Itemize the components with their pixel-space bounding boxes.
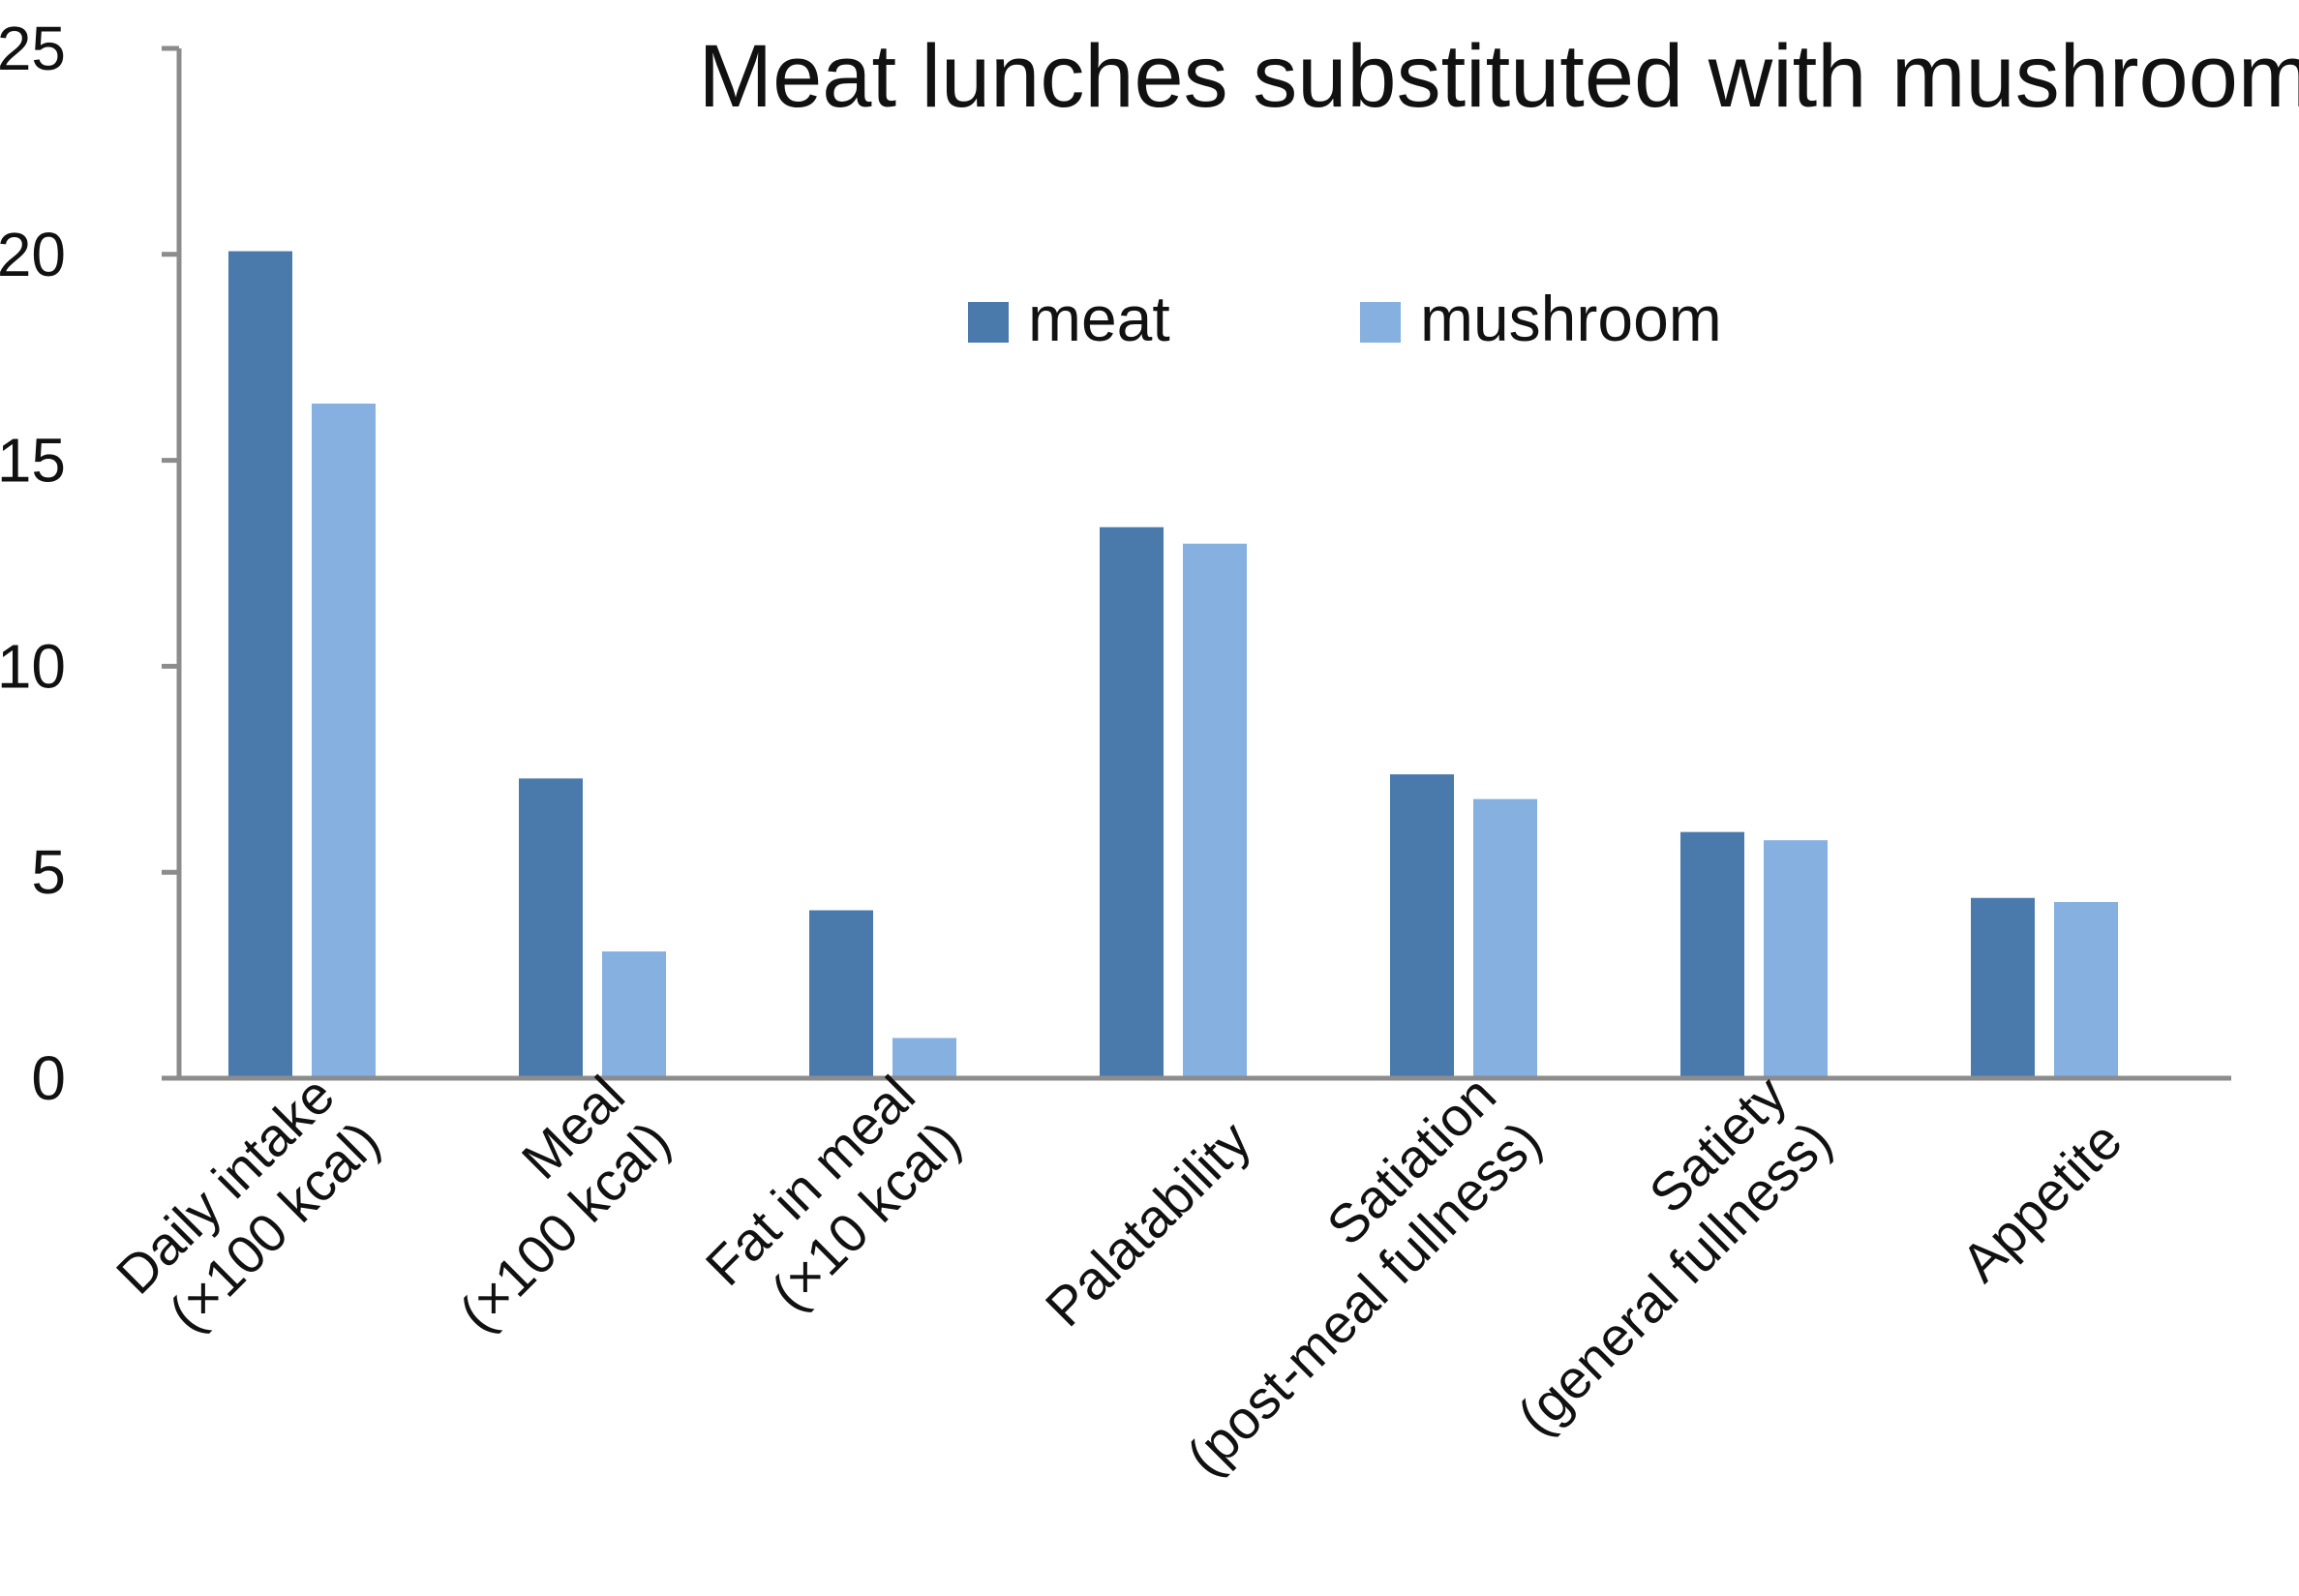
y-tick-label: 15 [0, 426, 66, 496]
bar-mushroom [1471, 797, 1539, 1079]
x-axis: Daily intake(×100 kcal) Meal(×100 kcal) Fa… [105, 1065, 2231, 1488]
bar-meat [1969, 895, 2037, 1080]
bar-meat [1098, 525, 1165, 1079]
x-tick-label: Daily intake(×100 kcal) [105, 1065, 391, 1351]
legend-label-meat: meat [1028, 283, 1170, 354]
x-tick-label-line: Appetite [1950, 1109, 2133, 1293]
x-tick-label: Palatability [1034, 1109, 1262, 1338]
y-tick-label: 0 [31, 1043, 66, 1113]
bar-meat [227, 249, 294, 1079]
y-tick-label: 20 [0, 220, 66, 289]
bar-mushroom [1181, 541, 1249, 1079]
bar-meat [517, 776, 585, 1079]
legend: meat mushroom [968, 283, 1722, 354]
y-tick-label: 25 [0, 14, 66, 83]
y-tick-label: 10 [0, 631, 66, 701]
y-tick-label: 5 [31, 837, 66, 907]
legend-swatch-meat [968, 302, 1009, 343]
bar-meat [1388, 772, 1456, 1080]
chart-title: Meat lunches substituted with mushrooms [698, 27, 2299, 126]
bar-mushroom [1762, 838, 1830, 1079]
bars [227, 249, 2120, 1080]
bar-mushroom [310, 402, 378, 1079]
bar-mushroom [2052, 899, 2120, 1079]
y-axis: 0 5 10 15 20 25 [0, 14, 182, 1113]
x-tick-label: Appetite [1950, 1109, 2133, 1293]
x-tick-label: Meal(×100 kcal) [403, 1065, 681, 1343]
bar-meat [1679, 829, 1746, 1080]
x-tick-label: Satiation(post-meal fullness) [1130, 1065, 1553, 1488]
bar-mushroom [600, 949, 668, 1080]
x-tick-label-line: Palatability [1034, 1109, 1262, 1338]
bar-meat [807, 908, 875, 1080]
legend-label-mushroom: mushroom [1420, 283, 1722, 354]
legend-swatch-mushroom [1360, 302, 1401, 343]
x-tick-label: Fat in meal(×10 kcal) [694, 1065, 972, 1342]
bar-mushroom [891, 1036, 958, 1079]
